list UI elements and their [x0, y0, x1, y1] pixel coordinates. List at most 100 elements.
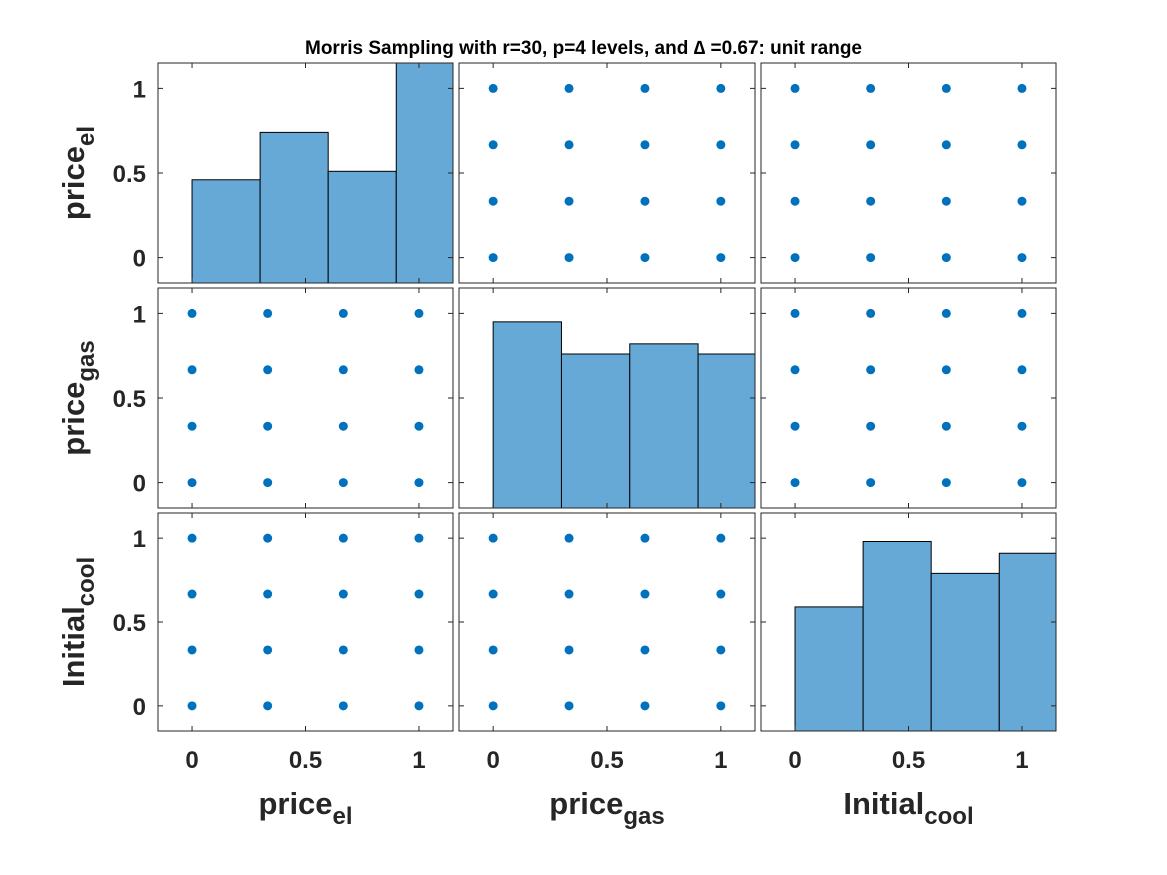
histogram-bar-price_gas-3 — [697, 353, 756, 509]
y-tick-label: 0 — [133, 471, 146, 498]
histogram-bar-Initial_cool-3 — [998, 552, 1057, 732]
cell-1-2-axes-box — [760, 287, 1057, 509]
scatter-point-0-1 — [640, 253, 650, 263]
scatter-point-2-0 — [414, 533, 424, 543]
x-tick-label: 0 — [185, 747, 198, 774]
scatter-point-2-1 — [640, 645, 650, 655]
y-tick-label: 0 — [133, 246, 146, 273]
chart-title: Morris Sampling with r=30, p=4 levels, a… — [305, 38, 862, 59]
scatter-point-2-1 — [716, 533, 726, 543]
scatter-point-0-1 — [716, 253, 726, 263]
scatter-point-0-1 — [640, 140, 650, 150]
scatter-point-2-0 — [263, 701, 273, 711]
scatter-point-0-2 — [866, 196, 876, 206]
scatter-point-0-1 — [488, 83, 498, 93]
cell-0-0-axes-box — [157, 62, 454, 284]
scatter-point-0-1 — [564, 253, 574, 263]
scatter-point-0-2 — [790, 140, 800, 150]
scatter-point-0-1 — [488, 140, 498, 150]
scatter-point-1-2 — [790, 478, 800, 488]
scatter-point-1-0 — [263, 365, 273, 375]
scatter-point-1-2 — [790, 421, 800, 431]
histogram-bar-Initial_cool-1 — [862, 541, 932, 732]
scatter-point-1-0 — [338, 365, 348, 375]
scatter-point-1-2 — [866, 421, 876, 431]
y-tick-label: 1 — [133, 526, 146, 553]
scatter-point-1-2 — [866, 308, 876, 318]
scatter-point-0-1 — [716, 83, 726, 93]
scatter-point-1-2 — [941, 365, 951, 375]
scatter-point-1-0 — [414, 308, 424, 318]
scatter-point-0-1 — [488, 253, 498, 263]
scatter-point-0-1 — [564, 83, 574, 93]
cell-0-1-axes-box — [458, 62, 756, 284]
scatter-point-2-1 — [640, 533, 650, 543]
scatter-point-2-1 — [564, 589, 574, 599]
scatter-point-0-1 — [564, 196, 574, 206]
scatter-point-2-1 — [564, 645, 574, 655]
y-tick-label: 0.5 — [113, 386, 146, 413]
y-axis-label-1: pricegas — [56, 340, 100, 455]
scatter-point-2-1 — [716, 701, 726, 711]
scatter-point-0-2 — [941, 83, 951, 93]
histogram-bar-Initial_cool-0 — [794, 606, 864, 732]
scatter-point-1-2 — [1017, 308, 1027, 318]
histogram-bar-price_gas-0 — [492, 321, 562, 509]
scatter-point-1-2 — [790, 308, 800, 318]
scatter-point-0-1 — [640, 83, 650, 93]
x-tick-label: 1 — [412, 747, 425, 774]
scatter-point-2-1 — [564, 701, 574, 711]
x-tick-label: 0 — [486, 747, 499, 774]
scatter-point-0-2 — [866, 140, 876, 150]
scatter-point-2-0 — [187, 701, 197, 711]
scatter-point-2-1 — [488, 533, 498, 543]
cell-1-0-axes-box — [157, 287, 454, 509]
y-axis-label-0: priceel — [56, 126, 100, 220]
y-axis-label-2: Initialcool — [56, 557, 100, 687]
scatter-point-2-0 — [338, 589, 348, 599]
scatter-point-1-0 — [187, 478, 197, 488]
scatter-point-0-1 — [564, 140, 574, 150]
scatter-point-2-0 — [263, 589, 273, 599]
x-tick-label: 0.5 — [892, 747, 925, 774]
histogram-bar-price_gas-2 — [629, 343, 699, 509]
histogram-bar-price_el-1 — [259, 131, 329, 284]
scatter-point-1-2 — [866, 478, 876, 488]
y-tick-label: 1 — [133, 301, 146, 328]
scatter-point-2-1 — [564, 533, 574, 543]
scatter-point-2-0 — [414, 645, 424, 655]
x-tick-label: 0 — [788, 747, 801, 774]
scatter-point-1-2 — [941, 421, 951, 431]
y-tick-label: 1 — [133, 76, 146, 103]
x-axis-label-0: priceel — [258, 786, 352, 830]
scatter-point-2-1 — [488, 645, 498, 655]
histogram-bar-price_el-2 — [327, 170, 397, 284]
scatter-point-2-0 — [263, 645, 273, 655]
scatter-point-0-2 — [941, 140, 951, 150]
scatter-point-1-2 — [1017, 421, 1027, 431]
scatter-point-1-0 — [414, 478, 424, 488]
scatter-point-1-0 — [263, 478, 273, 488]
scatter-point-2-0 — [338, 701, 348, 711]
scatter-point-1-0 — [414, 421, 424, 431]
cell-2-1-axes-box — [458, 512, 756, 732]
scatter-point-1-0 — [263, 421, 273, 431]
scatter-point-2-1 — [488, 701, 498, 711]
scatter-point-2-1 — [716, 645, 726, 655]
scatter-point-1-2 — [941, 308, 951, 318]
scatter-point-0-2 — [1017, 196, 1027, 206]
scatter-point-2-0 — [414, 589, 424, 599]
scatter-point-0-1 — [640, 196, 650, 206]
scatter-point-1-0 — [414, 365, 424, 375]
scatter-point-1-2 — [790, 365, 800, 375]
scatter-point-1-2 — [866, 365, 876, 375]
scatter-point-2-0 — [338, 645, 348, 655]
x-axis-label-1: pricegas — [549, 786, 664, 830]
scatter-point-0-2 — [866, 253, 876, 263]
scatter-point-1-0 — [338, 478, 348, 488]
scatter-point-0-1 — [716, 140, 726, 150]
scatter-point-0-2 — [790, 196, 800, 206]
histogram-bar-price_el-0 — [191, 179, 261, 284]
histogram-bar-price_gas-1 — [560, 353, 631, 509]
x-tick-label: 1 — [1015, 747, 1028, 774]
